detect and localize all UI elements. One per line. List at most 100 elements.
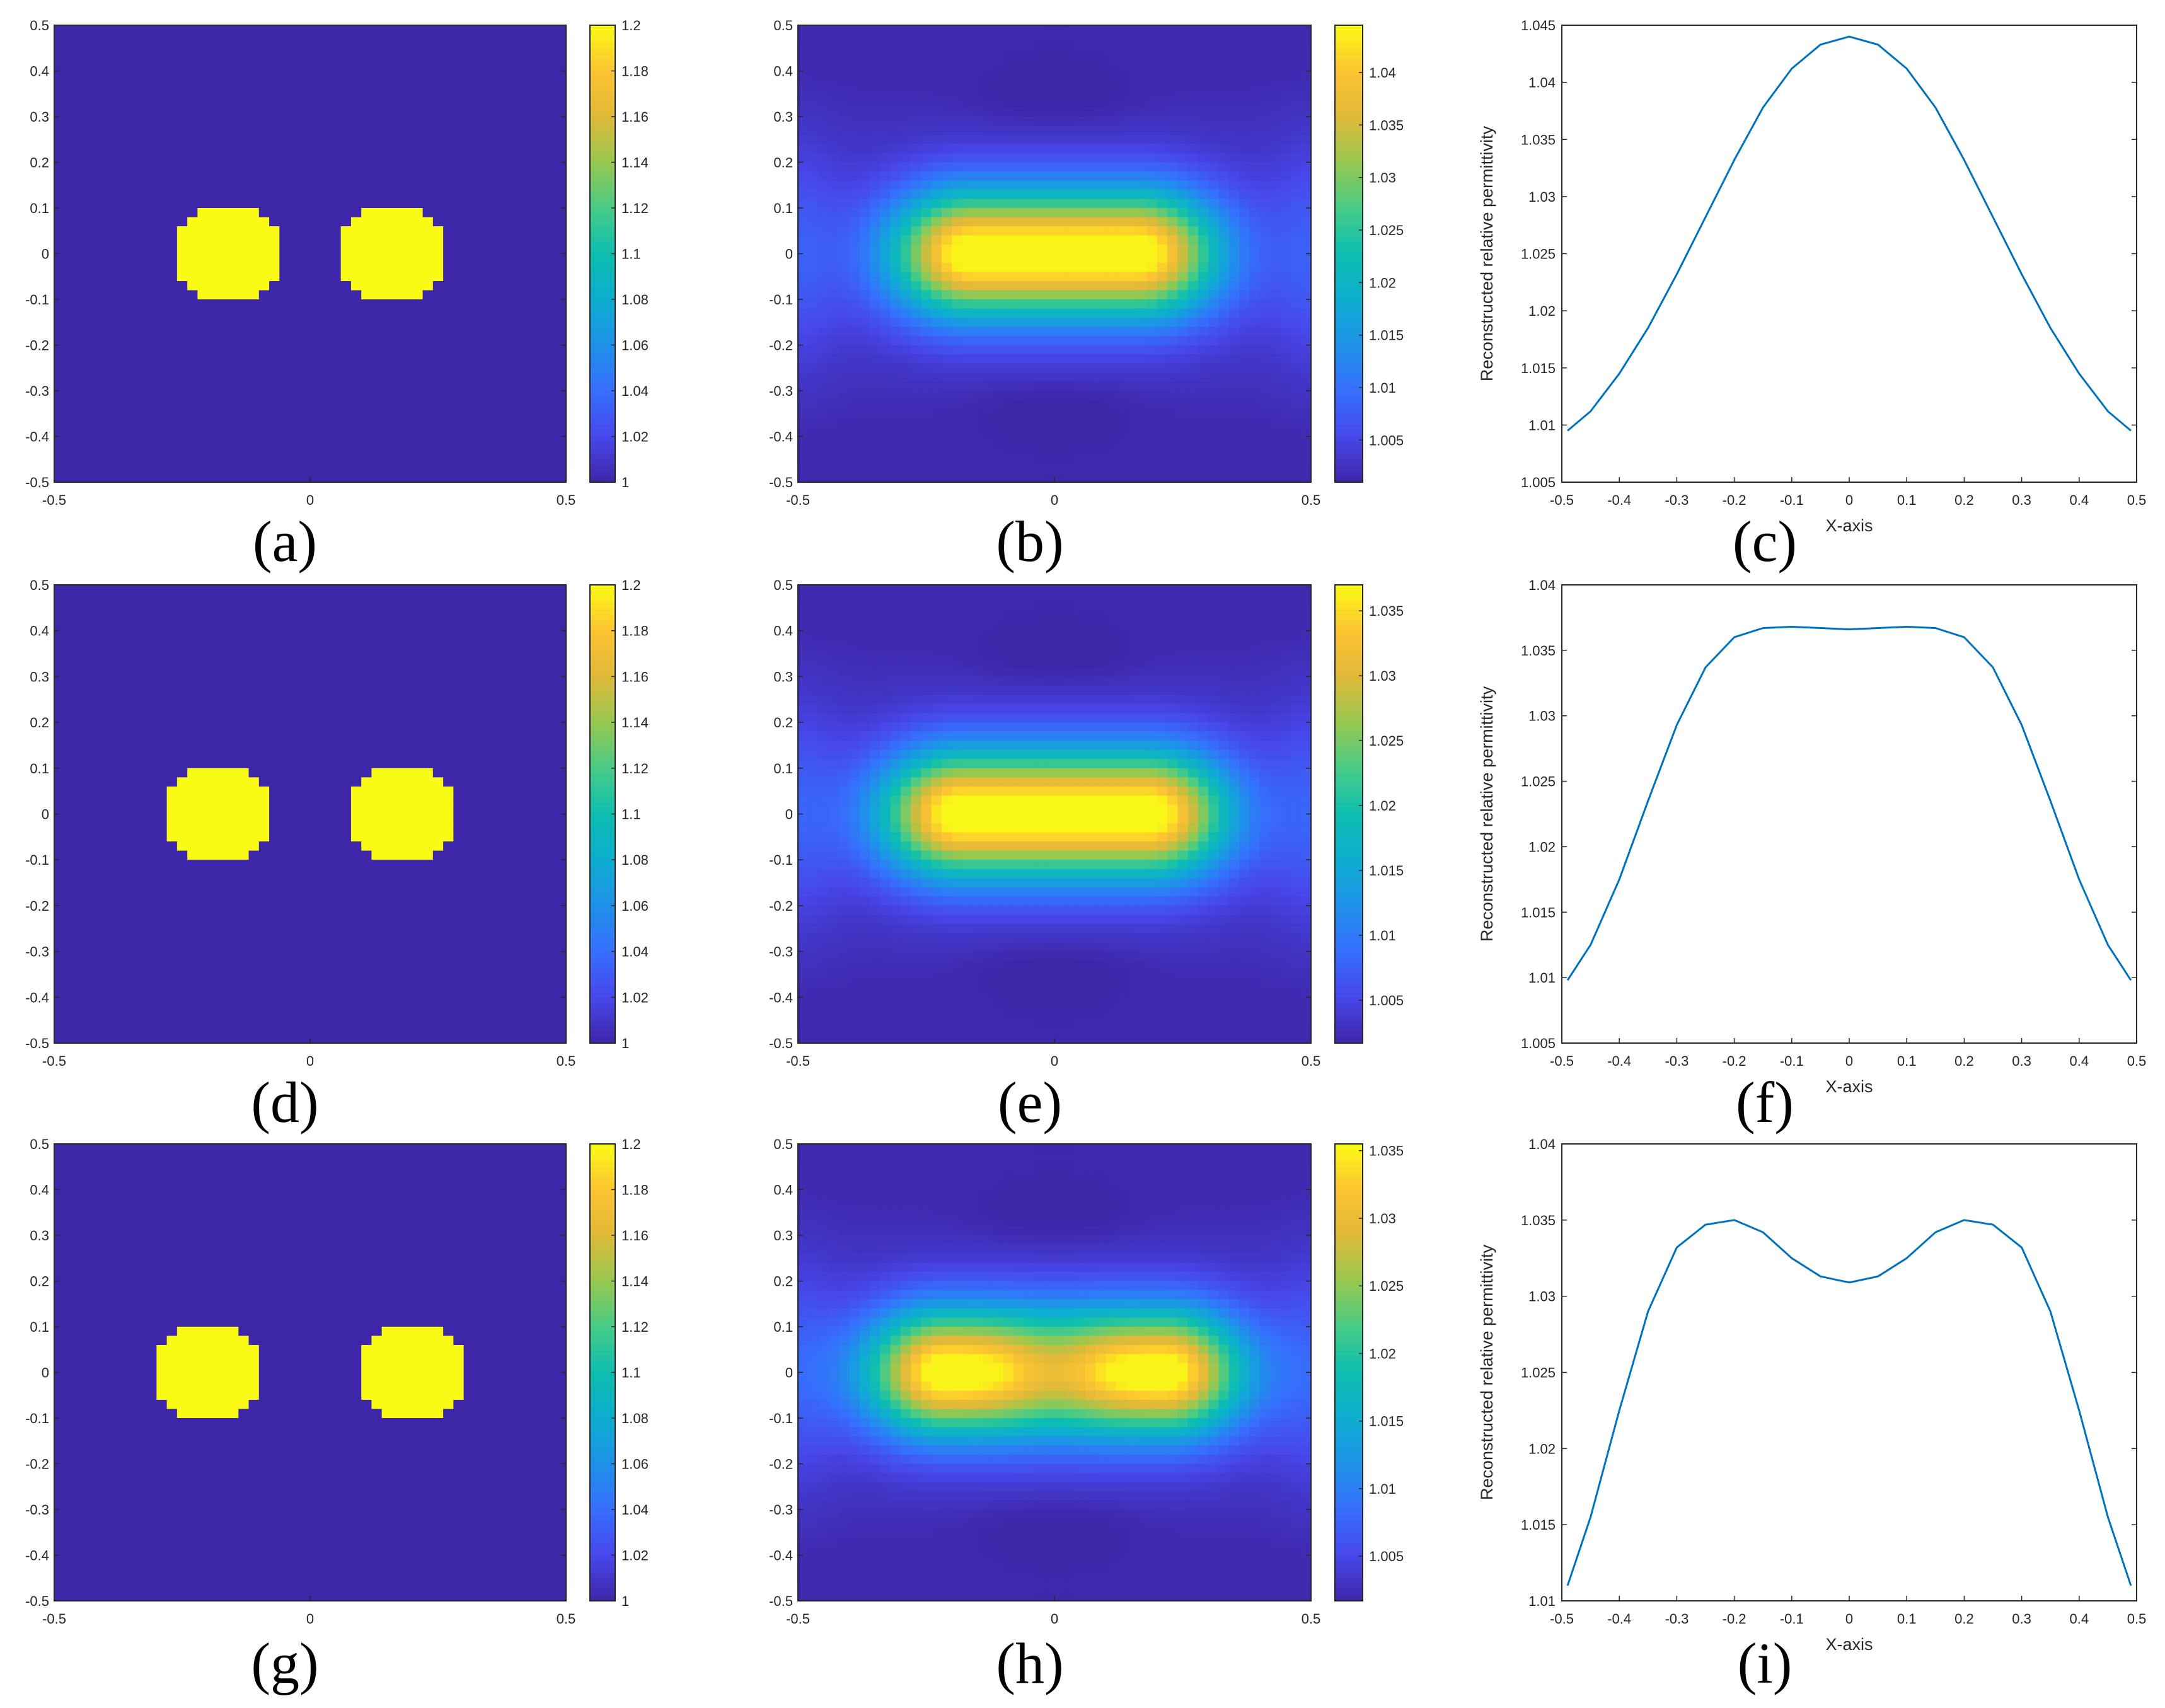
heatmap-cell [218,281,229,291]
heatmap-cell [515,281,526,291]
heatmap-cell [505,43,516,53]
heatmap-cell [1229,71,1240,81]
heatmap-cell [1075,291,1086,300]
heatmap-cell [1280,427,1291,437]
heatmap-cell [1065,171,1075,181]
heatmap-cell [1208,364,1219,373]
heatmap-cell [1126,409,1137,418]
heatmap-cell [330,53,341,62]
heatmap-cell [392,318,403,327]
heatmap-cell [187,354,198,364]
heatmap-cell [146,53,157,62]
heatmap-cell [1270,364,1281,373]
heatmap-cell [187,281,198,291]
heatmap-cell [105,327,116,337]
heatmap-cell [300,62,311,71]
heatmap-cell [1280,25,1291,35]
heatmap-cell [1280,80,1291,89]
heatmap-cell [464,364,475,373]
heatmap-cell [382,272,393,282]
heatmap-cell [146,236,157,245]
heatmap-cell [1208,153,1219,163]
heatmap-cell [556,208,567,217]
heatmap-cell [105,364,116,373]
heatmap-cell [228,163,239,172]
heatmap-cell [962,437,973,446]
heatmap-cell [1003,62,1014,71]
heatmap-cell [808,372,819,382]
heatmap-cell [1075,400,1086,410]
heatmap-cell [177,354,188,364]
heatmap-cell [1106,318,1116,327]
heatmap-cell [880,382,891,391]
heatmap-cell [1249,309,1260,318]
heatmap-cell [535,446,546,455]
heatmap-cell [64,364,75,373]
heatmap-cell [351,25,362,35]
heatmap-cell [798,171,809,181]
heatmap-cell [433,427,444,437]
heatmap-cell [1249,382,1260,391]
heatmap-cell [187,181,198,190]
heatmap-cell [494,245,505,254]
heatmap-cell [829,171,840,181]
heatmap-cell [484,217,495,227]
heatmap-cell [187,208,198,217]
heatmap-cell [993,236,1003,245]
heatmap-cell [1054,418,1065,428]
heatmap-cell [228,108,239,117]
heatmap-cell [1188,409,1199,418]
heatmap-cell [1290,163,1301,172]
heatmap-cell [208,98,219,108]
heatmap-cell [921,35,932,44]
heatmap-cell [535,43,546,53]
heatmap-cell [361,409,372,418]
heatmap-cell [1208,62,1219,71]
heatmap-cell [1024,89,1034,99]
heatmap-cell [310,53,321,62]
heatmap-cell [1157,372,1168,382]
heatmap-cell [983,291,993,300]
heatmap-cell [218,418,229,428]
heatmap-cell [494,254,505,263]
heatmap-cell [808,446,819,455]
heatmap-cell [515,299,526,309]
heatmap-cell [1188,446,1199,455]
heatmap-cell [1126,181,1137,190]
heatmap-cell [1003,318,1014,327]
heatmap-cell [484,117,495,126]
heatmap-cell [556,446,567,455]
heatmap-cell [1280,208,1291,217]
heatmap-cell [1198,382,1209,391]
heatmap-cell [819,382,829,391]
heatmap-cell [839,263,850,272]
heatmap-cell [453,446,464,455]
heatmap-cell [1085,327,1096,337]
heatmap-cell [187,71,198,81]
heatmap-cell [494,345,505,355]
heatmap-cell [1147,272,1158,282]
heatmap-cell [464,254,475,263]
heatmap-cell [341,409,352,418]
heatmap-cell [849,89,860,99]
heatmap-cell [1044,53,1055,62]
heatmap-cell [85,199,96,209]
heatmap-cell [300,437,311,446]
heatmap-cell [1136,318,1147,327]
heatmap-cell [105,245,116,254]
heatmap-cell [1147,53,1158,62]
heatmap-cell [115,254,126,263]
heatmap-cell [849,236,860,245]
heatmap-cell [115,418,126,428]
heatmap-cell [1301,327,1312,337]
heatmap-cell [1249,254,1260,263]
heatmap-cell [1177,418,1188,428]
heatmap-cell [1034,336,1044,345]
heatmap-cell [1290,299,1301,309]
heatmap-cell [546,345,557,355]
heatmap-cell [921,427,932,437]
heatmap-cell [839,108,850,117]
heatmap-cell [849,281,860,291]
heatmap-cell [1106,236,1116,245]
heatmap-cell [494,117,505,126]
